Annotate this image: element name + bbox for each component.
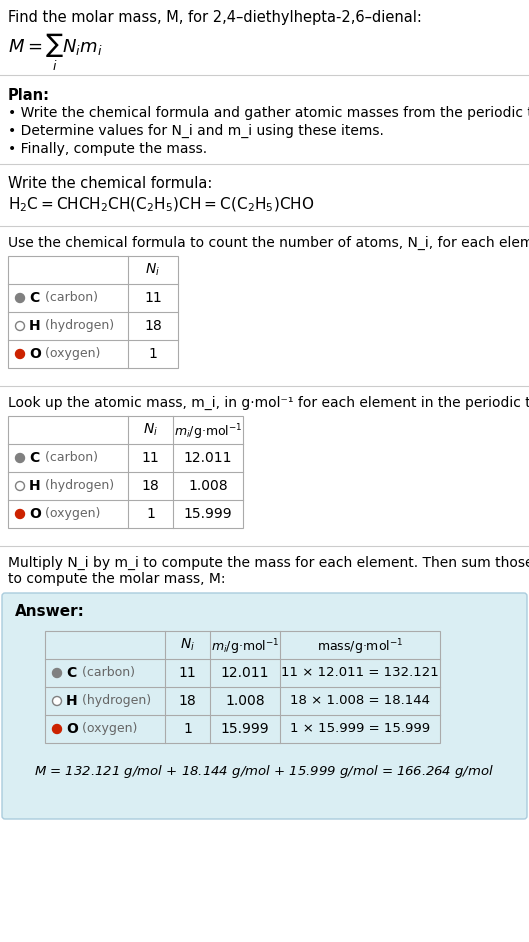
- Text: (hydrogen): (hydrogen): [41, 479, 114, 492]
- Circle shape: [15, 481, 24, 491]
- Text: (hydrogen): (hydrogen): [78, 694, 151, 707]
- FancyBboxPatch shape: [2, 593, 527, 819]
- Text: 11: 11: [142, 451, 159, 465]
- Circle shape: [15, 321, 24, 331]
- Text: 1: 1: [149, 347, 158, 361]
- Text: H: H: [29, 319, 41, 333]
- Text: $\mathrm{H_2C{=}CHCH_2CH(C_2H_5)CH{=}C(C_2H_5)CHO}$: $\mathrm{H_2C{=}CHCH_2CH(C_2H_5)CH{=}C(C…: [8, 196, 314, 215]
- Text: (carbon): (carbon): [78, 666, 135, 679]
- Text: H: H: [66, 694, 78, 708]
- Circle shape: [15, 510, 24, 518]
- Text: 1: 1: [146, 507, 155, 521]
- Text: mass/g·mol$^{-1}$: mass/g·mol$^{-1}$: [317, 637, 403, 657]
- Text: • Finally, compute the mass.: • Finally, compute the mass.: [8, 142, 207, 156]
- Text: 1 × 15.999 = 15.999: 1 × 15.999 = 15.999: [290, 722, 430, 735]
- Text: (oxygen): (oxygen): [41, 507, 101, 520]
- Text: Multiply N_i by m_i to compute the mass for each element. Then sum those values: Multiply N_i by m_i to compute the mass …: [8, 556, 529, 570]
- Text: Use the chemical formula to count the number of atoms, N_i, for each element:: Use the chemical formula to count the nu…: [8, 236, 529, 251]
- Text: O: O: [66, 722, 78, 736]
- Text: (carbon): (carbon): [41, 291, 98, 304]
- Text: • Determine values for N_i and m_i using these items.: • Determine values for N_i and m_i using…: [8, 124, 384, 138]
- Text: 11 × 12.011 = 132.121: 11 × 12.011 = 132.121: [281, 666, 439, 679]
- Bar: [8, 256, 178, 368]
- Text: (oxygen): (oxygen): [41, 347, 101, 360]
- Text: Find the molar mass, M, for 2,4–diethylhepta-2,6–dienal:: Find the molar mass, M, for 2,4–diethylh…: [8, 10, 422, 25]
- Text: Write the chemical formula:: Write the chemical formula:: [8, 176, 212, 191]
- Text: 12.011: 12.011: [221, 666, 269, 680]
- Text: to compute the molar mass, M:: to compute the molar mass, M:: [8, 572, 225, 586]
- Text: • Write the chemical formula and gather atomic masses from the periodic table.: • Write the chemical formula and gather …: [8, 106, 529, 120]
- Text: 11: 11: [179, 666, 196, 680]
- Text: O: O: [29, 507, 41, 521]
- Text: 18 × 1.008 = 18.144: 18 × 1.008 = 18.144: [290, 694, 430, 707]
- Text: 18: 18: [144, 319, 162, 333]
- Text: Plan:: Plan:: [8, 88, 50, 103]
- Text: 18: 18: [142, 479, 159, 493]
- Text: $N_i$: $N_i$: [143, 422, 158, 438]
- Text: C: C: [29, 291, 39, 305]
- Text: $M$ = 132.121 g/mol + 18.144 g/mol + 15.999 g/mol = 166.264 g/mol: $M$ = 132.121 g/mol + 18.144 g/mol + 15.…: [34, 763, 495, 780]
- Text: 18: 18: [179, 694, 196, 708]
- Text: 1: 1: [183, 722, 192, 736]
- Text: C: C: [29, 451, 39, 465]
- Text: 11: 11: [144, 291, 162, 305]
- Bar: [8, 416, 243, 528]
- Circle shape: [15, 349, 24, 359]
- Circle shape: [15, 294, 24, 302]
- Text: H: H: [29, 479, 41, 493]
- Text: $N_i$: $N_i$: [145, 262, 160, 279]
- Circle shape: [15, 453, 24, 463]
- Bar: [45, 631, 440, 743]
- Text: C: C: [66, 666, 76, 680]
- Text: (oxygen): (oxygen): [78, 722, 138, 735]
- Text: Answer:: Answer:: [15, 604, 85, 619]
- Text: $m_i$/g·mol$^{-1}$: $m_i$/g·mol$^{-1}$: [174, 422, 242, 442]
- Circle shape: [52, 724, 61, 734]
- Text: 15.999: 15.999: [184, 507, 232, 521]
- Text: $m_i$/g·mol$^{-1}$: $m_i$/g·mol$^{-1}$: [211, 637, 279, 657]
- Text: O: O: [29, 347, 41, 361]
- Text: $M = \sum_i N_i m_i$: $M = \sum_i N_i m_i$: [8, 32, 103, 73]
- Text: (carbon): (carbon): [41, 451, 98, 464]
- Text: 12.011: 12.011: [184, 451, 232, 465]
- Text: (hydrogen): (hydrogen): [41, 319, 114, 332]
- Text: Look up the atomic mass, m_i, in g·mol⁻¹ for each element in the periodic table:: Look up the atomic mass, m_i, in g·mol⁻¹…: [8, 396, 529, 410]
- Circle shape: [52, 696, 61, 706]
- Text: $N_i$: $N_i$: [180, 637, 195, 654]
- Circle shape: [52, 669, 61, 677]
- Text: 15.999: 15.999: [221, 722, 269, 736]
- Text: 1.008: 1.008: [225, 694, 265, 708]
- Text: 1.008: 1.008: [188, 479, 228, 493]
